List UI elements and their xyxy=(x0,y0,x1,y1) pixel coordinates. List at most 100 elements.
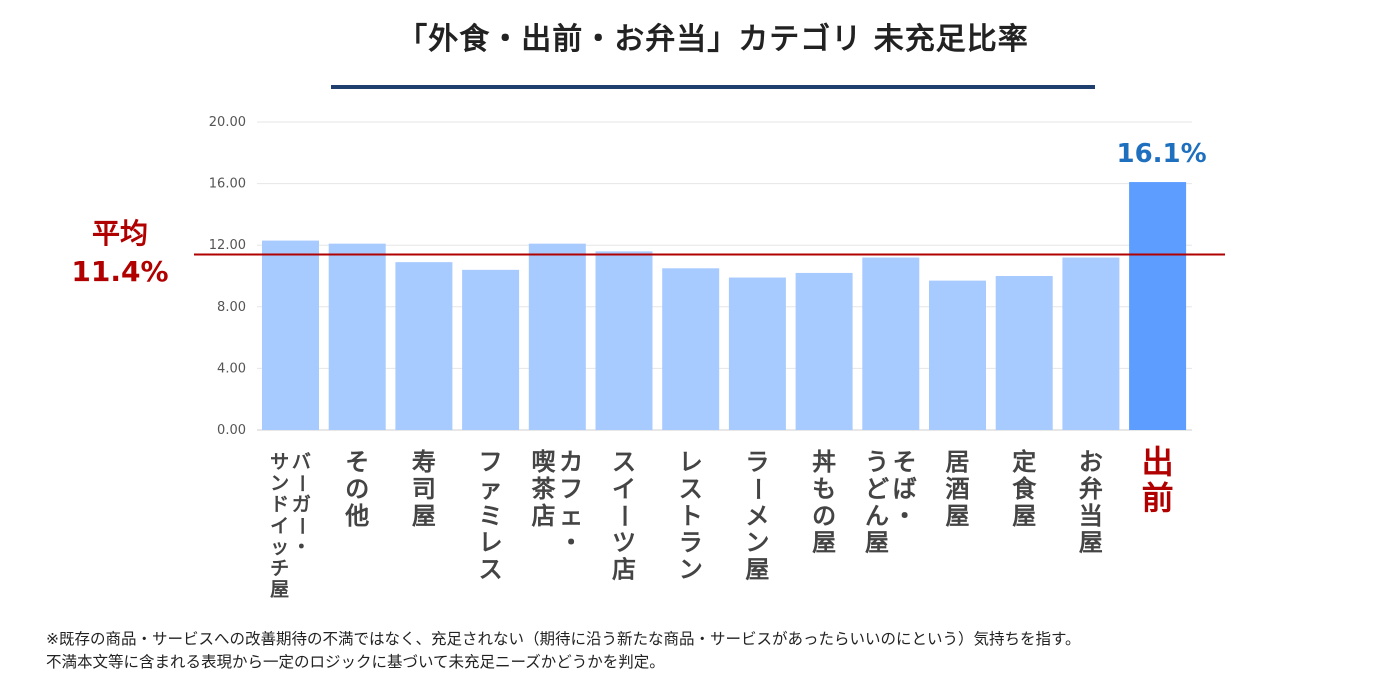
footnote: ※既存の商品・サービスへの改善期待の不満ではなく、充足されない（期待に沿う新たな… xyxy=(46,628,1080,674)
x-category-char: ー xyxy=(290,474,312,493)
x-category-char: の xyxy=(812,502,836,530)
x-category-label: カフェ・ 喫茶店 xyxy=(532,448,584,557)
x-category-char: ツ xyxy=(612,529,636,557)
y-tick-label: 16.00 xyxy=(209,177,246,192)
x-category-char: ン xyxy=(270,472,289,494)
x-category-char: う xyxy=(865,448,889,476)
x-category-char: イ xyxy=(612,475,636,503)
x-category-char: ス xyxy=(479,556,503,584)
x-category-label: 出前 xyxy=(1142,443,1174,517)
x-category-char: フ xyxy=(479,448,503,476)
x-category-char: ど xyxy=(865,475,889,503)
x-category-char: の xyxy=(345,475,369,503)
bar xyxy=(395,262,453,430)
x-category-char: も xyxy=(812,475,836,503)
average-label-line1: 平均 xyxy=(91,217,148,250)
x-category-char: 屋 xyxy=(412,502,436,530)
x-category-char: 他 xyxy=(344,502,369,530)
x-category-char: 喫 xyxy=(532,448,557,476)
footnote-line2: 不満本文等に含まれる表現から一定のロジックに基づいて未充足ニーズかどうかを判定。 xyxy=(46,653,665,671)
x-category-char: レ xyxy=(679,448,703,476)
bar xyxy=(662,268,720,430)
x-category-label: 定食屋 xyxy=(1012,448,1037,530)
x-category-char: ば xyxy=(893,475,917,503)
bar xyxy=(462,269,520,430)
x-category-char: レ xyxy=(479,529,503,557)
bar xyxy=(862,257,920,430)
x-category-char: ン xyxy=(745,529,769,557)
highlight-value-label: 16.1% xyxy=(1116,139,1206,169)
chart-title: 「外食・出前・お弁当」カテゴリ 未充足比率 xyxy=(397,22,1029,57)
bar xyxy=(595,251,653,430)
y-tick-label: 12.00 xyxy=(209,238,246,253)
x-category-char: カ xyxy=(559,448,583,476)
bar xyxy=(528,243,586,430)
x-category-char: 丼 xyxy=(812,448,836,476)
bar xyxy=(1129,182,1187,430)
x-category-char: お xyxy=(1079,448,1103,476)
x-category-char: 屋 xyxy=(1079,529,1103,557)
bar xyxy=(995,276,1053,430)
y-tick-label: 0.00 xyxy=(217,423,246,438)
x-category-char: 屋 xyxy=(270,579,289,601)
x-category-char: 屋 xyxy=(745,556,769,584)
x-category-char: 出 xyxy=(1142,443,1174,481)
x-category-char: ん xyxy=(865,502,889,530)
x-category-char: メ xyxy=(745,502,769,530)
y-tick-label: 8.00 xyxy=(217,300,246,315)
x-category-char: 酒 xyxy=(946,475,970,503)
x-category-char: ガ xyxy=(292,494,311,516)
y-tick-label: 20.00 xyxy=(209,115,246,130)
x-category-char: 当 xyxy=(1079,502,1103,530)
x-category-char: 定 xyxy=(1012,448,1036,476)
bar xyxy=(795,272,853,430)
x-category-char: サ xyxy=(270,451,289,473)
x-category-char: ス xyxy=(612,448,636,476)
average-label-line2: 11.4% xyxy=(71,255,169,288)
x-category-char: ド xyxy=(270,494,289,516)
x-category-label: 居酒屋 xyxy=(946,448,970,530)
x-category-char: そ xyxy=(345,448,369,476)
x-category-char: ミ xyxy=(479,502,503,530)
x-category-char: ェ xyxy=(559,502,583,530)
x-category-char: ラ xyxy=(679,529,703,557)
x-category-label: その他 xyxy=(344,448,369,530)
x-category-char: 店 xyxy=(612,556,636,584)
x-category-label: 寿司屋 xyxy=(412,448,436,530)
average-label: 平均 11.4% xyxy=(60,215,180,291)
x-category-char: イ xyxy=(270,515,289,537)
x-category-char: 弁 xyxy=(1079,475,1103,503)
y-tick-label: 4.00 xyxy=(217,361,246,376)
x-category-char: そ xyxy=(893,448,917,476)
bar xyxy=(728,277,786,430)
bar xyxy=(929,280,986,430)
x-category-char: ァ xyxy=(479,475,503,503)
x-category-char: 食 xyxy=(1012,475,1037,503)
bar xyxy=(328,243,386,430)
x-category-char: ・ xyxy=(559,529,583,557)
bar xyxy=(262,240,319,430)
footnote-line1: ※既存の商品・サービスへの改善期待の不満ではなく、充足されない（期待に沿う新たな… xyxy=(46,630,1081,648)
x-category-char: 屋 xyxy=(946,502,970,530)
x-category-char: フ xyxy=(559,475,583,503)
x-category-char: ト xyxy=(679,502,703,530)
x-category-char: ー xyxy=(610,504,638,528)
x-category-char: ー xyxy=(743,477,771,501)
x-category-char: 居 xyxy=(946,448,970,476)
x-category-char: 前 xyxy=(1142,479,1174,517)
x-category-char: 寿 xyxy=(412,448,436,476)
x-category-char: ラ xyxy=(745,448,769,476)
title-underline xyxy=(331,85,1095,89)
x-category-char: 司 xyxy=(412,475,436,503)
x-category-char: 屋 xyxy=(1012,502,1036,530)
x-category-char: 店 xyxy=(532,502,556,530)
x-category-char: チ xyxy=(270,557,289,579)
